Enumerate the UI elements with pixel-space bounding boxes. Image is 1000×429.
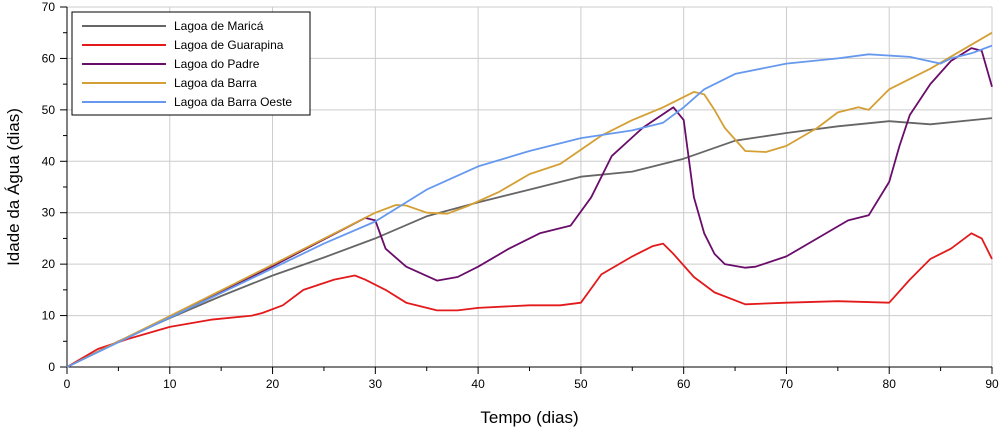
x-tick-label: 0	[64, 377, 71, 391]
x-axis-title: Tempo (dias)	[480, 408, 578, 427]
x-tick-label: 40	[471, 377, 485, 391]
series-line-1	[66, 117, 993, 368]
legend: Lagoa de Maricá Lagoa de Guarapina Lagoa d…	[71, 11, 311, 116]
x-tick-label: 80	[883, 377, 897, 391]
y-tick-label: 0	[48, 360, 55, 374]
y-tick-label: 50	[42, 103, 56, 117]
y-tick-label: 10	[42, 309, 56, 323]
series-line-3	[66, 47, 993, 368]
y-tick-label: 20	[42, 257, 56, 271]
y-axis-title: Idade da Água (dias)	[4, 108, 23, 266]
y-tick-label: 70	[42, 0, 56, 14]
legend-label: Lagoa do Padre	[174, 57, 260, 71]
x-tick-label: 10	[163, 377, 177, 391]
x-tick-label: 20	[266, 377, 280, 391]
x-tick-label: 70	[780, 377, 794, 391]
y-tick-label: 40	[42, 154, 56, 168]
x-tick-label: 90	[985, 377, 999, 391]
y-tick-label: 60	[42, 51, 56, 65]
legend-label: Lagoa de Maricá	[174, 19, 264, 33]
series-line-5	[66, 44, 993, 368]
legend-label: Lagoa da Barra	[174, 76, 257, 90]
legend-label: Lagoa da Barra Oeste	[174, 95, 292, 109]
series-lines	[66, 31, 993, 368]
x-tick-label: 50	[574, 377, 588, 391]
x-tick-label: 30	[369, 377, 383, 391]
legend-label: Lagoa de Guarapina	[174, 38, 284, 52]
axes: 0 10 20 30 40 50 60 70 80 90 0 10 20 30 40 50 60 70	[42, 0, 999, 391]
x-tick-label: 60	[677, 377, 691, 391]
y-tick-label: 30	[42, 206, 56, 220]
series-line-2	[66, 232, 993, 368]
